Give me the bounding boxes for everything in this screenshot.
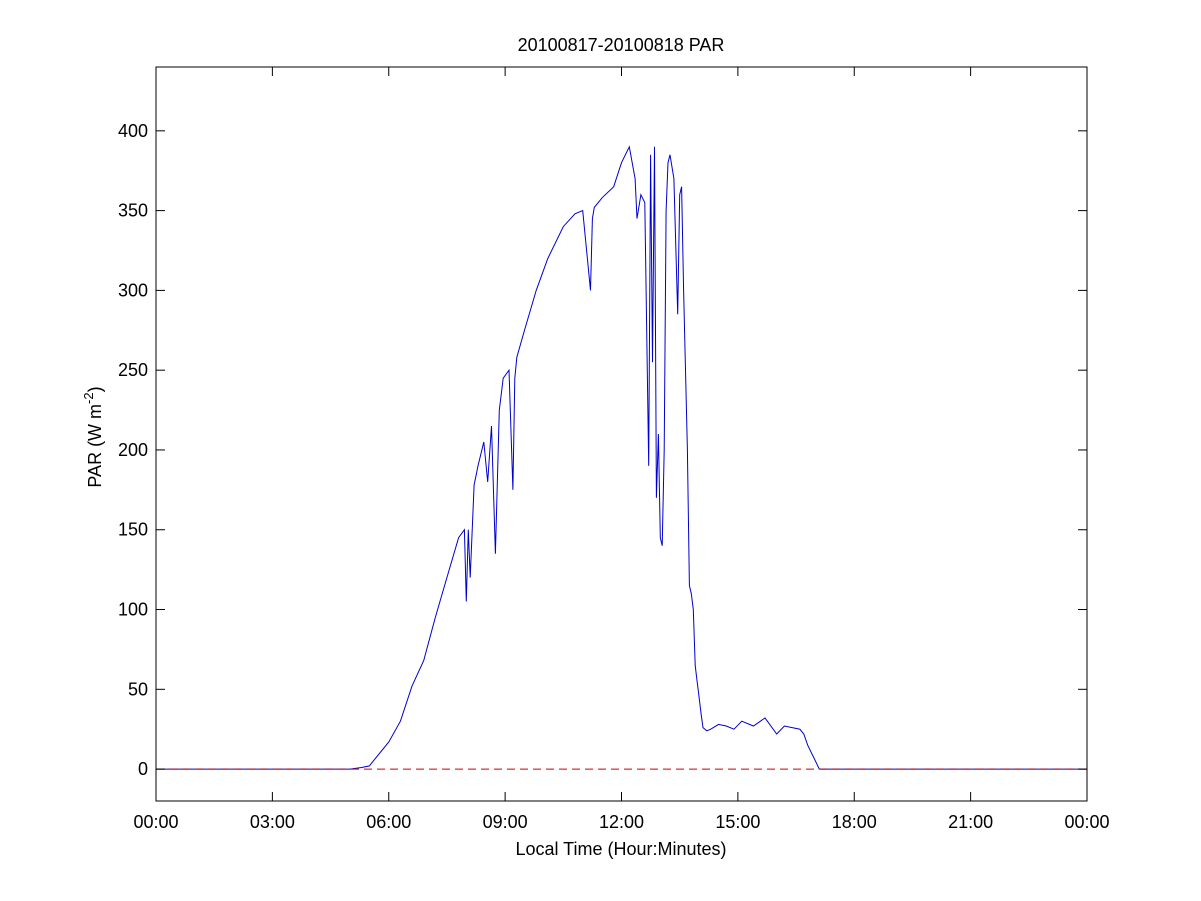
par-series-line: [156, 145, 1087, 770]
y-axis-label-main: PAR (W m: [85, 404, 105, 488]
x-axis-label: Local Time (Hour:Minutes): [515, 839, 726, 859]
y-tick-label: 400: [118, 121, 148, 141]
y-axis-label-superscript: -2: [81, 392, 96, 404]
plot-area: [156, 145, 1087, 770]
y-tick-label: 50: [128, 679, 148, 699]
x-tick-label: 15:00: [715, 812, 760, 832]
y-axis-label-suffix: ): [85, 386, 105, 392]
y-tick-label: 250: [118, 360, 148, 380]
chart-title: 20100817-20100818 PAR: [518, 35, 725, 55]
x-tick-label: 00:00: [133, 812, 178, 832]
y-tick-label: 150: [118, 520, 148, 540]
x-axis-ticks: 00:00 03:00 06:00 09:00 12:00 15:00 18:00 21:00…: [133, 67, 1110, 832]
y-tick-label: 200: [118, 440, 148, 460]
y-tick-label: 300: [118, 280, 148, 300]
y-axis-label: PAR (W m-2): [81, 386, 105, 487]
x-tick-label: 18:00: [832, 812, 877, 832]
x-tick-label: 03:00: [250, 812, 295, 832]
y-axis-ticks: 0 50 100 150 200 250 300 350 400: [118, 121, 1087, 779]
y-tick-label: 350: [118, 201, 148, 221]
x-tick-label: 00:00: [1064, 812, 1109, 832]
x-tick-label: 21:00: [948, 812, 993, 832]
x-tick-label: 06:00: [366, 812, 411, 832]
y-tick-label: 0: [138, 759, 148, 779]
y-tick-label: 100: [118, 600, 148, 620]
x-tick-label: 09:00: [483, 812, 528, 832]
x-tick-label: 12:00: [599, 812, 644, 832]
